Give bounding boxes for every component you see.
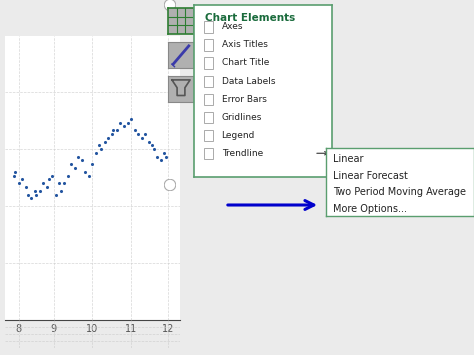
Point: [89, 162, 96, 167]
Point: [39, 180, 47, 186]
Text: Linear Forecast: Linear Forecast: [333, 170, 408, 181]
Text: Chart Elements: Chart Elements: [205, 13, 295, 23]
Point: [104, 135, 112, 141]
Text: Two Period Moving Average: Two Period Moving Average: [333, 187, 466, 197]
Point: [64, 173, 72, 179]
FancyBboxPatch shape: [204, 94, 213, 105]
Text: More Options...: More Options...: [333, 204, 407, 214]
Text: Trendline: Trendline: [222, 149, 263, 158]
Point: [131, 127, 138, 133]
Point: [71, 165, 79, 171]
Point: [150, 146, 157, 152]
FancyBboxPatch shape: [204, 76, 213, 87]
Point: [82, 169, 89, 175]
Point: [45, 176, 52, 182]
FancyBboxPatch shape: [204, 111, 213, 123]
Text: Error Bars: Error Bars: [222, 94, 266, 104]
Point: [27, 196, 35, 201]
Point: [145, 139, 152, 144]
Point: [15, 180, 23, 186]
Text: Legend: Legend: [222, 131, 255, 140]
Point: [101, 139, 109, 144]
Point: [113, 127, 121, 133]
Point: [120, 124, 128, 129]
Point: [96, 142, 103, 148]
Point: [97, 146, 105, 152]
Point: [18, 176, 26, 182]
Circle shape: [164, 0, 176, 11]
Point: [117, 120, 124, 125]
Text: Axis Titles: Axis Titles: [222, 40, 267, 49]
Text: Gridlines: Gridlines: [222, 113, 262, 122]
Point: [161, 150, 168, 156]
Point: [157, 158, 164, 163]
Point: [85, 173, 93, 179]
Point: [162, 154, 170, 159]
FancyBboxPatch shape: [204, 21, 213, 33]
FancyBboxPatch shape: [204, 39, 213, 50]
Point: [78, 158, 86, 163]
Circle shape: [164, 179, 176, 191]
Point: [138, 135, 146, 141]
Point: [92, 150, 100, 156]
FancyBboxPatch shape: [204, 58, 213, 69]
Point: [127, 116, 135, 122]
Point: [43, 184, 51, 190]
Point: [22, 184, 29, 190]
Point: [33, 192, 40, 197]
FancyBboxPatch shape: [204, 130, 213, 141]
Point: [61, 180, 68, 186]
Point: [36, 188, 44, 193]
Point: [154, 154, 161, 159]
Point: [48, 173, 56, 179]
Point: [141, 131, 149, 137]
Point: [31, 188, 38, 193]
Point: [148, 142, 156, 148]
Text: Linear: Linear: [333, 154, 364, 164]
Point: [74, 154, 82, 159]
Text: Data Labels: Data Labels: [222, 77, 275, 86]
Point: [109, 127, 117, 133]
Text: Axes: Axes: [222, 22, 243, 31]
Point: [68, 162, 75, 167]
Point: [55, 180, 63, 186]
Point: [11, 169, 19, 175]
Point: [57, 188, 64, 193]
Point: [134, 131, 142, 137]
Point: [9, 173, 17, 179]
Point: [24, 192, 31, 197]
Point: [124, 120, 131, 125]
Point: [108, 131, 116, 137]
FancyBboxPatch shape: [204, 148, 213, 159]
Point: [52, 192, 59, 197]
Text: Chart Title: Chart Title: [222, 59, 269, 67]
